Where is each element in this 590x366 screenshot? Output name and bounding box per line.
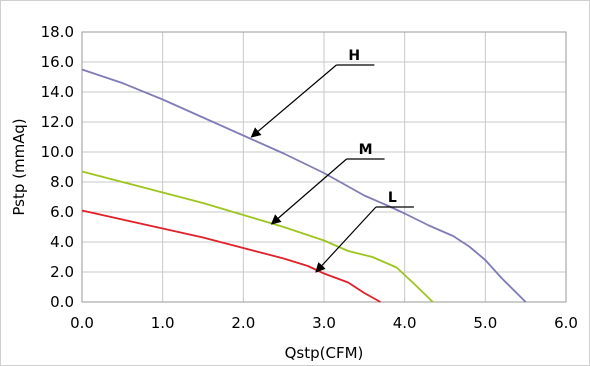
series-annotations: H M L bbox=[250, 48, 414, 273]
x-tick-label: 1.0 bbox=[151, 314, 175, 332]
plot-border bbox=[81, 31, 567, 303]
annotation-arrow-h bbox=[250, 64, 337, 138]
y-tick-label: 8.0 bbox=[50, 173, 74, 191]
series-label-m: M bbox=[359, 142, 373, 158]
annotation-arrow-l bbox=[315, 206, 377, 273]
series-line-h bbox=[81, 68, 527, 303]
y-tick-label: 18.0 bbox=[41, 23, 74, 41]
y-tick-label: 14.0 bbox=[41, 83, 74, 101]
grid bbox=[81, 31, 567, 303]
x-tick-label: 5.0 bbox=[473, 314, 497, 332]
y-tick-label: 10.0 bbox=[41, 143, 74, 161]
y-tick-label: 0.0 bbox=[50, 293, 74, 311]
annotation-arrow-m bbox=[270, 158, 347, 225]
axes: 0.0 1.0 2.0 3.0 4.0 5.0 6.0 0.0 2.0 4.0 6.0 8.0 10.0… bbox=[41, 23, 578, 332]
x-tick-label: 0.0 bbox=[70, 314, 94, 332]
y-tick-label: 6.0 bbox=[50, 203, 74, 221]
x-tick-label: 4.0 bbox=[393, 314, 417, 332]
y-tick-label: 12.0 bbox=[41, 113, 74, 131]
series-line-l bbox=[81, 209, 381, 303]
x-tick-label: 3.0 bbox=[312, 314, 336, 332]
y-tick-label: 4.0 bbox=[50, 233, 74, 251]
x-axis-label: Qstp(CFM) bbox=[285, 344, 364, 362]
series-label-l: L bbox=[388, 190, 397, 206]
y-axis-label: Pstp (mmAq) bbox=[10, 118, 28, 215]
x-tick-label: 6.0 bbox=[554, 314, 578, 332]
series-line-m bbox=[81, 170, 434, 303]
y-tick-label: 2.0 bbox=[50, 263, 74, 281]
series-label-h: H bbox=[348, 48, 360, 64]
x-tick-label: 2.0 bbox=[231, 314, 255, 332]
y-tick-label: 16.0 bbox=[41, 53, 74, 71]
series-lines bbox=[81, 68, 527, 303]
